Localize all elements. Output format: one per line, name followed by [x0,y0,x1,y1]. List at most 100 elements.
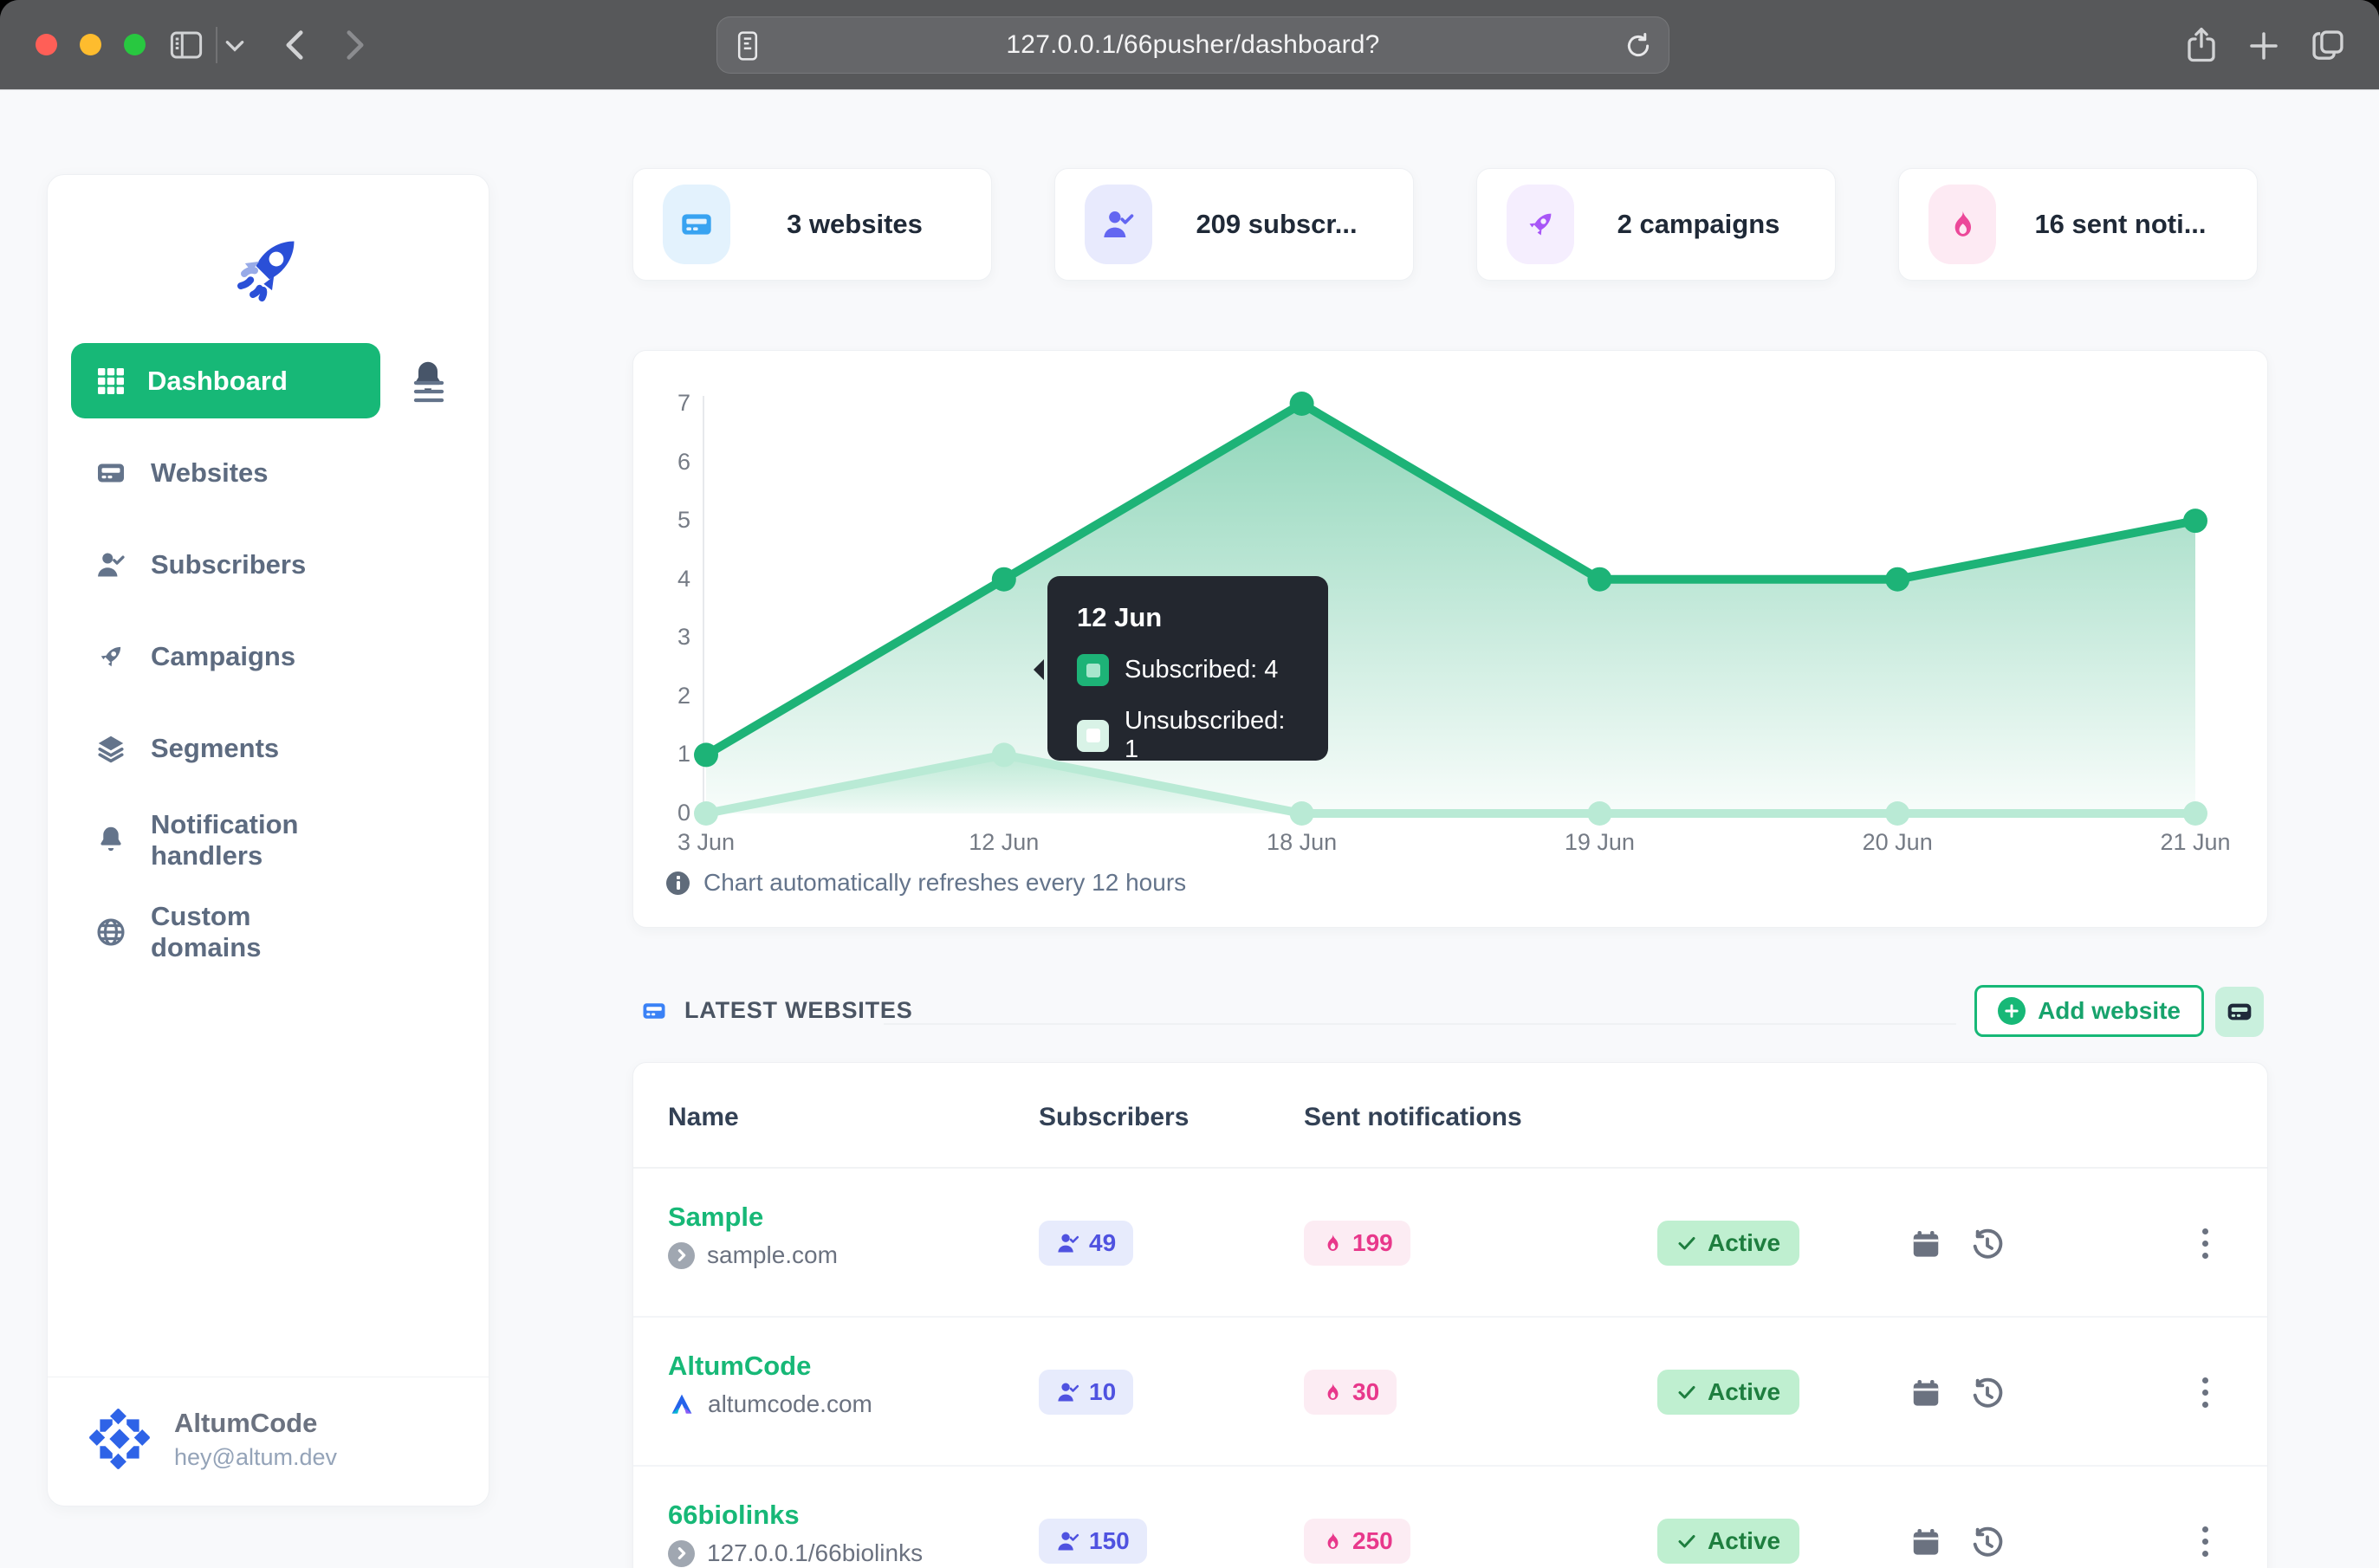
stats-row: 3 websites 209 subscr... 2 campaigns 16 … [632,168,2268,281]
chart-note-text: Chart automatically refreshes every 12 h… [703,869,1187,896]
sidebar-item-dashboard[interactable]: Dashboard [71,343,380,418]
row-menu-button[interactable] [2188,1375,2222,1409]
y-axis-line [703,396,704,819]
sidebar-toggle-icon[interactable] [167,27,205,63]
website-url[interactable]: 127.0.0.1/66biolinks [668,1539,923,1567]
sidebar-footer: AltumCode hey@altum.dev [48,1377,489,1471]
address-bar[interactable]: 127.0.0.1/66pusher/dashboard? [716,16,1669,74]
tooltip-date: 12 Jun [1077,602,1163,632]
history-button[interactable] [1970,1228,2005,1262]
subscribed-swatch-icon [1077,654,1109,686]
fire-icon [1327,1234,1339,1251]
chevron-right-icon [668,1241,695,1269]
chart-tooltip: 12 Jun Subscribed: 4 Unsubscribed: 1 [1034,576,1328,763]
table-row: AltumCode altumcode.com 10 30 Active [633,1318,2267,1467]
subscribers-count-pill: 150 [1039,1519,1147,1564]
subscribers-menu-icon[interactable] [412,377,446,406]
refresh-icon[interactable] [1624,30,1653,62]
calendar-icon [1913,1379,1939,1406]
new-tab-icon[interactable] [2246,28,2282,64]
schedule-button[interactable] [1909,1526,1942,1558]
website-url-text: altumcode.com [708,1390,872,1417]
user-check-icon [95,549,126,580]
back-button[interactable] [279,26,310,64]
sidebar-item-label: Dashboard [147,365,288,396]
sidebar: Dashboard Websites Subscribers [47,174,489,1506]
app-logo[interactable] [48,229,489,312]
subscribers-chart-card: 7 6 5 4 3 2 1 0 3 Jun 12 Jun 18 Jun 19 Jun 20 Jun 21… [632,350,2268,928]
sidebar-item-websites[interactable]: Websites [71,435,380,511]
section-title-text: LATEST WEBSITES [684,997,913,1023]
history-button[interactable] [1970,1377,2005,1411]
subscribers-count: 150 [1089,1527,1130,1554]
column-header-name: Name [668,1103,739,1131]
history-button[interactable] [1970,1526,2005,1560]
close-window-button[interactable] [36,34,57,55]
section-title: LATEST WEBSITES [641,997,913,1024]
website-name-link[interactable]: Sample [668,1202,764,1232]
x-tick: 19 Jun [1564,829,1635,855]
sidebar-item-subscribers[interactable]: Subscribers [71,527,380,603]
stat-card-websites[interactable]: 3 websites [632,168,992,281]
url-text[interactable]: 127.0.0.1/66pusher/dashboard? [1006,30,1380,59]
row-menu-button[interactable] [2188,1524,2222,1558]
stat-label: 16 sent noti... [2034,209,2207,239]
website-name-link[interactable]: 66biolinks [668,1500,800,1530]
sidebar-item-label: Websites [151,457,269,488]
info-icon [666,871,690,895]
pager-icon [643,1002,665,1019]
calendar-icon [1913,1230,1939,1257]
user-check-icon [1058,1234,1079,1253]
toolbar-divider [216,27,217,63]
stat-card-sent-notifications[interactable]: 16 sent noti... [1898,168,2258,281]
stat-card-campaigns[interactable]: 2 campaigns [1476,168,1836,281]
y-tick: 5 [677,507,690,534]
status-text: Active [1708,1229,1781,1256]
fire-icon [1327,1383,1339,1400]
stat-card-subscribers[interactable]: 209 subscr... [1054,168,1414,281]
add-website-button[interactable]: Add website [1974,985,2204,1037]
y-tick: 6 [677,448,690,475]
column-header-sent-notifications: Sent notifications [1304,1103,1522,1131]
area-chart[interactable] [694,374,2207,826]
check-icon [1678,1237,1695,1250]
history-icon [1973,1526,2003,1557]
minimize-window-button[interactable] [80,34,101,55]
sidebar-item-label: Custom domains [151,901,262,962]
stat-label: 2 campaigns [1617,209,1780,239]
globe-icon [95,917,126,948]
chevron-down-icon[interactable] [224,38,246,54]
website-url[interactable]: altumcode.com [668,1390,872,1418]
websites-shortcut-button[interactable] [2215,987,2264,1037]
table-row: Sample sample.com 49 199 Acti [633,1169,2267,1318]
y-tick: 2 [677,682,690,709]
pager-icon [95,457,126,489]
website-name-link[interactable]: AltumCode [668,1351,812,1381]
maximize-window-button[interactable] [124,34,146,55]
window-controls[interactable] [36,34,146,55]
x-tick: 3 Jun [677,829,736,855]
check-icon [1678,1386,1695,1399]
account-menu[interactable]: AltumCode hey@altum.dev [48,1377,489,1471]
sidebar-item-segments[interactable]: Segments [71,710,380,787]
grid-icon [95,366,126,397]
share-icon[interactable] [2183,24,2220,66]
subscribers-count-pill: 49 [1039,1221,1134,1266]
status-badge: Active [1657,1221,1800,1266]
reader-mode-icon[interactable] [736,29,760,62]
sidebar-item-notification-handlers[interactable]: Notification handlers [71,802,380,878]
sidebar-item-campaigns[interactable]: Campaigns [71,619,380,695]
website-url-text: 127.0.0.1/66biolinks [707,1539,924,1566]
row-menu-button[interactable] [2188,1226,2222,1260]
schedule-button[interactable] [1909,1377,1942,1409]
pager-icon [2227,1003,2252,1020]
website-url[interactable]: sample.com [668,1241,838,1269]
dashboard-page: Dashboard Websites Subscribers [0,89,2379,1568]
sidebar-item-custom-domains[interactable]: Custom domains [71,894,380,970]
subscribers-count: 10 [1089,1378,1117,1405]
tab-overview-icon[interactable] [2308,26,2348,66]
fire-icon [1327,1532,1339,1549]
forward-button[interactable] [340,26,371,64]
schedule-button[interactable] [1909,1228,1942,1260]
